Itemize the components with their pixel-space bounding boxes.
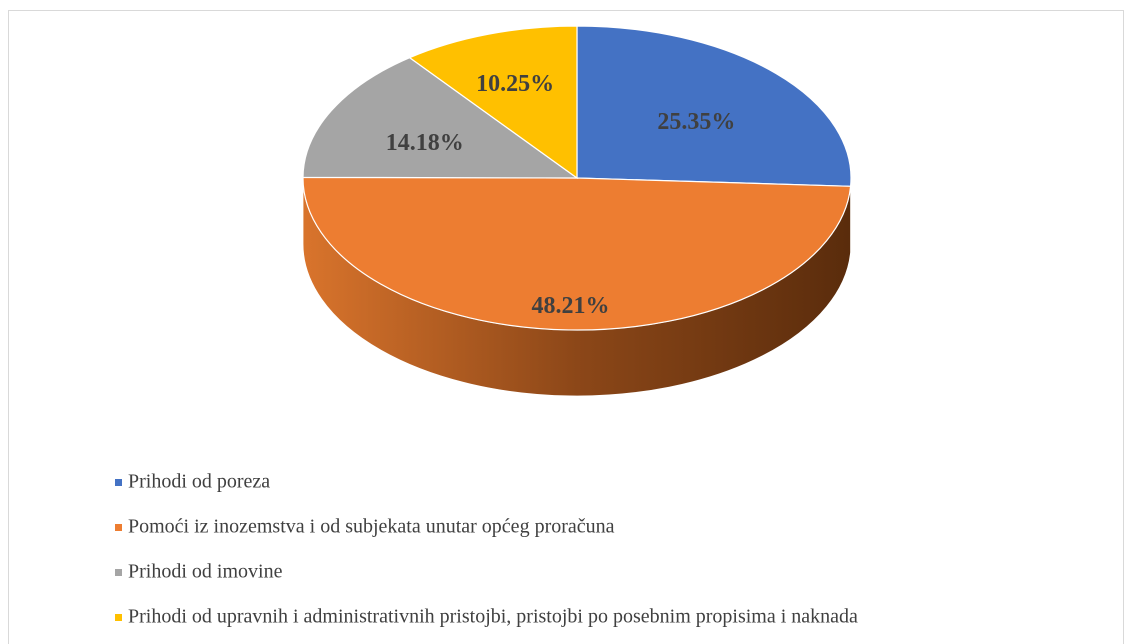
chart-border — [8, 10, 1124, 644]
slice — [408, 25, 578, 180]
data-label: 10.25% — [476, 71, 554, 97]
legend-swatch — [115, 569, 122, 576]
slice — [576, 25, 852, 187]
data-label: 14.18% — [386, 130, 464, 156]
legend-swatch — [115, 524, 122, 531]
data-label: 25.35% — [657, 109, 735, 135]
legend-swatch — [115, 479, 122, 486]
legend-label: Prihodi od poreza — [128, 471, 270, 493]
legend-swatch — [115, 614, 122, 621]
legend-label: Prihodi od imovine — [128, 561, 283, 583]
slice — [302, 176, 852, 331]
legend-label: Pomoći iz inozemstva i od subjekata unut… — [128, 516, 615, 538]
legend-label: Prihodi od upravnih i administrativnih p… — [128, 606, 858, 628]
data-label: 48.21% — [532, 293, 610, 319]
slice — [302, 56, 579, 179]
